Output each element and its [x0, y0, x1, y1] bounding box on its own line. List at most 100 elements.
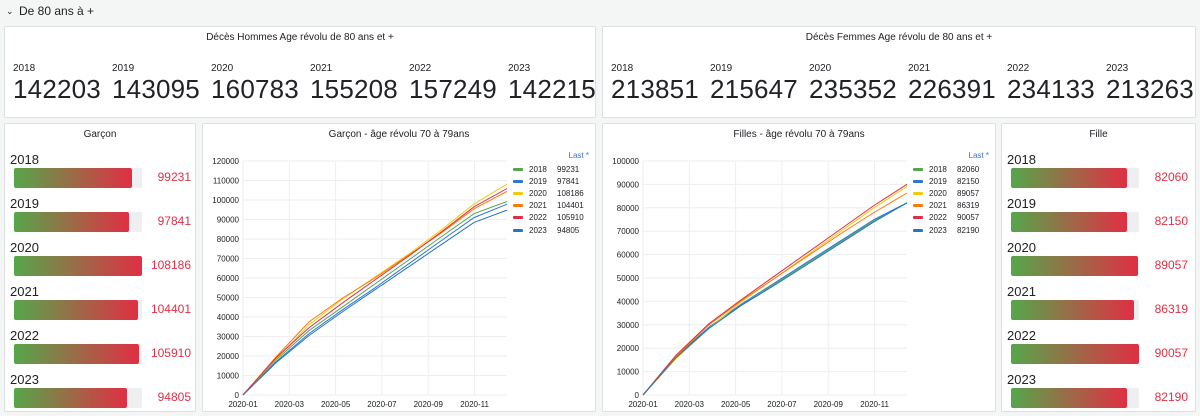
bar-fill: [1011, 300, 1134, 320]
legend-item-2021[interactable]: 2021 86319: [913, 200, 993, 212]
stat-year: 2019: [112, 63, 135, 74]
legend-item-2023[interactable]: 2023 94805: [513, 224, 593, 236]
legend-swatch: [513, 204, 523, 208]
series-line-2019: [242, 203, 508, 396]
legend-item-2018[interactable]: 2018 99231: [513, 163, 593, 175]
legend-last-value: 82060: [957, 164, 980, 174]
y-tick-label: 110000: [213, 177, 240, 186]
legend-swatch: [513, 216, 523, 220]
y-tick-label: 90000: [217, 216, 240, 225]
legend-series-name: 2021: [529, 201, 547, 211]
bar-label: 2018: [1007, 152, 1036, 167]
hommes-stat-panel: Décès Hommes Age révolu de 80 ans et + 2…: [4, 26, 596, 118]
bar-track: [1011, 300, 1139, 320]
bar-value: 82150: [1154, 214, 1188, 228]
legend-item-2018[interactable]: 2018 82060: [913, 163, 993, 175]
legend-last-value: 86319: [957, 201, 980, 211]
legend-item-2020[interactable]: 2020 89057: [913, 187, 993, 199]
stat-year: 2018: [611, 63, 634, 74]
legend-series-name: 2020: [929, 188, 947, 198]
y-tick-label: 80000: [617, 204, 640, 213]
bar-gauge-2021: 2021 104401: [10, 284, 195, 320]
y-tick-label: 70000: [217, 255, 240, 264]
series-line-2021: [642, 192, 908, 396]
garcon-bargauge-panel: Garçon 2018 99231 2019 97841 2020 108186 2021 1…: [4, 123, 196, 412]
bar-value: 89057: [1154, 258, 1188, 272]
legend-last-value: 105910: [557, 213, 584, 223]
legend-sort-header[interactable]: Last *: [568, 151, 589, 160]
bar-track: [1011, 256, 1139, 276]
bar-label: 2018: [10, 152, 39, 167]
legend-last-value: 99231: [557, 164, 580, 174]
x-tick-label: 2020-01: [628, 400, 658, 409]
bar-value: 105910: [150, 346, 191, 360]
bar-gauge-2022: 2022 90057: [1007, 328, 1192, 364]
x-tick-label: 2020-07: [367, 400, 397, 409]
bar-fill: [14, 212, 130, 232]
bar-gauge-2023: 2023 94805: [10, 372, 195, 408]
y-tick-label: 60000: [617, 251, 640, 260]
x-tick-label: 2020-11: [460, 400, 489, 409]
x-tick-label: 2020-05: [321, 400, 351, 409]
garcon-line-chart[interactable]: 0 10000 20000 30000 40000 50000 60000 70000 8000…: [203, 124, 597, 413]
legend-swatch: [913, 228, 923, 232]
x-tick-label: 2020-07: [767, 400, 797, 409]
x-tick-label: 2020-09: [414, 400, 444, 409]
bar-label: 2022: [1007, 328, 1036, 343]
femmes-stat-panel: Décès Femmes Age révolu de 80 ans et + 2…: [602, 26, 1196, 118]
y-tick-label: 30000: [617, 321, 640, 330]
row-collapse-toggle[interactable]: ⌄ De 80 ans à +: [0, 0, 1200, 22]
y-tick-label: 30000: [217, 333, 240, 342]
bar-track: [1011, 388, 1139, 408]
legend-swatch: [513, 179, 523, 183]
legend-item-2021[interactable]: 2021 104401: [513, 200, 593, 212]
stat-year: 2021: [908, 63, 931, 74]
y-tick-label: 70000: [617, 227, 640, 236]
bar-track: [14, 344, 142, 364]
bar-label: 2023: [1007, 372, 1036, 387]
y-tick-label: 50000: [617, 274, 640, 283]
legend-item-2020[interactable]: 2020 108186: [513, 187, 593, 199]
stat-value: 234133: [1007, 74, 1095, 104]
legend-last-value: 108186: [557, 188, 584, 198]
legend-item-2019[interactable]: 2019 82150: [913, 175, 993, 187]
stat-year: 2020: [809, 63, 832, 74]
bar-track: [14, 256, 142, 276]
x-tick-label: 2020-03: [275, 400, 305, 409]
bar-fill: [1011, 168, 1128, 188]
legend-series-name: 2023: [929, 225, 947, 235]
legend-series-name: 2023: [529, 225, 547, 235]
fille-bargauge-panel: Fille 2018 82060 2019 82150 2020 89057 2021 863…: [1001, 123, 1196, 412]
filles-line-chart[interactable]: 0 10000 20000 30000 40000 50000 60000 70000 8000…: [603, 124, 997, 413]
bar-fill: [14, 168, 132, 188]
legend-last-value: 94805: [557, 225, 580, 235]
bar-gauge-2018: 2018 99231: [10, 152, 195, 188]
bar-label: 2019: [10, 196, 39, 211]
bar-value: 82190: [1154, 390, 1188, 404]
series-line-2018: [242, 201, 508, 396]
legend-series-name: 2020: [529, 188, 547, 198]
stat-value: 213263: [1106, 74, 1194, 104]
stat-year: 2022: [409, 63, 432, 74]
bar-gauge-2019: 2019 82150: [1007, 196, 1192, 232]
legend-swatch: [913, 167, 923, 171]
legend-item-2022[interactable]: 2022 90057: [913, 212, 993, 224]
y-tick-label: 0: [235, 391, 240, 400]
legend-swatch: [513, 167, 523, 171]
bar-track: [1011, 168, 1139, 188]
panel-title: Fille: [1089, 129, 1108, 140]
panel-title: Filles - âge révolu 70 à 79ans: [733, 129, 865, 140]
legend-series-name: 2018: [929, 164, 947, 174]
legend-last-value: 82150: [957, 176, 980, 186]
legend-item-2019[interactable]: 2019 97841: [513, 175, 593, 187]
bar-value: 82060: [1154, 170, 1188, 184]
y-tick-label: 50000: [217, 294, 240, 303]
legend-last-value: 89057: [957, 188, 980, 198]
legend-item-2022[interactable]: 2022 105910: [513, 212, 593, 224]
legend-series-name: 2022: [529, 213, 547, 223]
garcon-legend: Last * 2018 99231 2019 97841 2020 108186 2021 10…: [513, 151, 593, 236]
legend-item-2023[interactable]: 2023 82190: [913, 224, 993, 236]
legend-sort-header[interactable]: Last *: [968, 151, 989, 160]
stat-value: 226391: [908, 74, 996, 104]
stat-year: 2023: [1106, 63, 1129, 74]
